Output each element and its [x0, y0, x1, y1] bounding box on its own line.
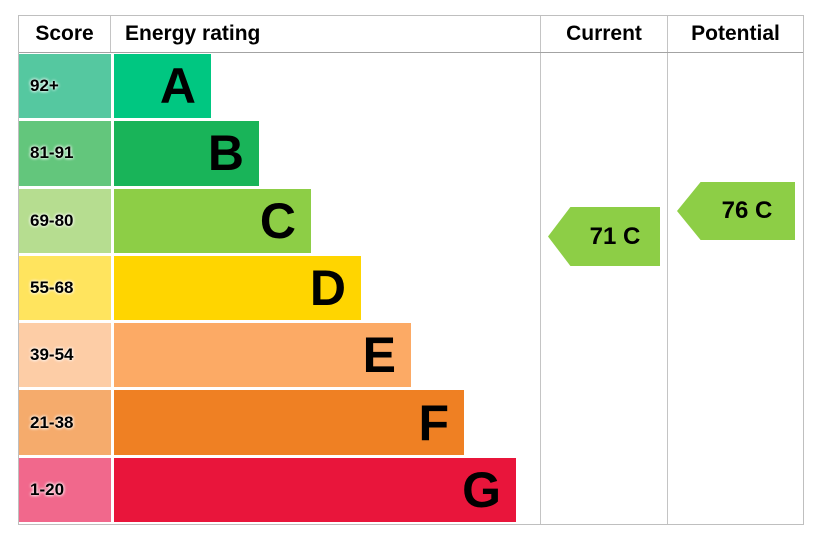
rating-letter: F [418, 394, 449, 451]
energy-rating-column-header: Energy rating [111, 16, 541, 52]
score-range-label: 92+ [19, 54, 111, 119]
rating-band-rows: 92+ A 81-91 B 69-80 C 55-68 D 39-54 E 21… [19, 53, 803, 524]
band-row: 81-91 B [19, 120, 803, 187]
potential-rating-arrow: 76 C [677, 182, 795, 240]
band-row: 39-54 E [19, 322, 803, 389]
current-rating-arrow: 71 C [548, 207, 660, 266]
score-range-label: 81-91 [19, 121, 111, 186]
rating-letter: G [462, 461, 501, 518]
score-range-label: 69-80 [19, 188, 111, 253]
rating-bar: C [111, 188, 311, 253]
rating-letter: E [362, 327, 396, 384]
band-row: 21-38 F [19, 389, 803, 456]
band-row: 55-68 D [19, 255, 803, 322]
potential-column-header: Potential [691, 22, 780, 45]
band-row: 69-80 C [19, 188, 803, 255]
rating-letter: D [309, 259, 346, 316]
rating-letter: A [159, 58, 196, 115]
rating-bar: F [111, 390, 464, 455]
rating-letter: B [207, 125, 244, 182]
potential-rating-label: 76 C [721, 197, 773, 224]
band-row: 1-20 G [19, 457, 803, 524]
rating-bar: D [111, 255, 361, 321]
table-header-row: Score Energy rating Current Potential [19, 16, 803, 53]
epc-table: Score Energy rating Current Potential 92… [18, 15, 804, 525]
chart-body: 92+ A 81-91 B 69-80 C 55-68 D 39-54 E 21… [19, 53, 803, 524]
rating-bar: A [111, 54, 211, 119]
current-column-divider [540, 53, 541, 524]
score-column-header: Score [19, 16, 111, 52]
score-range-label: 21-38 [19, 390, 111, 455]
rating-letter: C [259, 192, 296, 249]
current-column-header: Current [541, 16, 668, 52]
band-row: 92+ A [19, 53, 803, 120]
rating-bar: B [111, 121, 259, 186]
rating-bar: G [111, 457, 516, 522]
score-range-label: 39-54 [19, 323, 111, 388]
score-range-label: 1-20 [19, 457, 111, 522]
potential-column-divider [667, 53, 668, 524]
rating-bar: E [111, 323, 411, 388]
score-range-label: 55-68 [19, 255, 111, 321]
current-rating-label: 71 C [589, 222, 641, 250]
